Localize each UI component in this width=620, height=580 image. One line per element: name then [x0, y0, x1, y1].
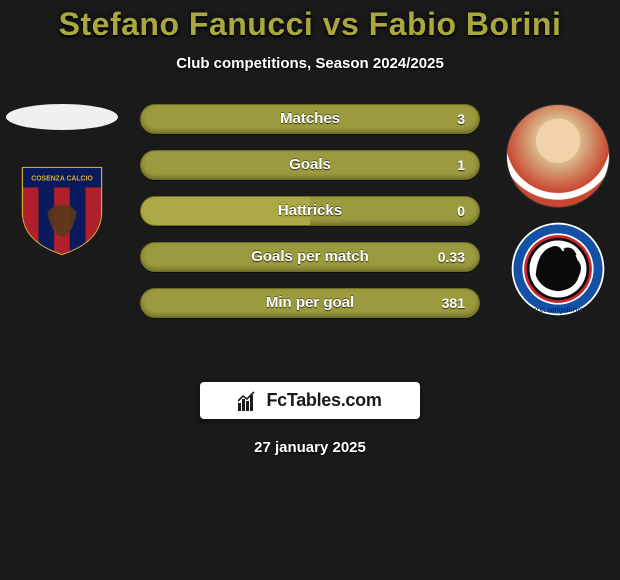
page-title: Stefano Fanucci vs Fabio Borini [0, 6, 620, 43]
stat-value-right: 3 [457, 105, 465, 133]
subtitle: Club competitions, Season 2024/2025 [0, 55, 620, 72]
stat-value-right: 381 [442, 289, 465, 317]
stat-bar: Goals per match0.33 [140, 242, 480, 272]
stat-bar: Goals1 [140, 150, 480, 180]
stat-value-right: 0 [457, 197, 465, 225]
stat-bar: Min per goal381 [140, 288, 480, 318]
stat-label: Goals [141, 151, 479, 179]
svg-text:COSENZA CALCIO: COSENZA CALCIO [31, 176, 93, 183]
player-right-avatar [506, 104, 610, 208]
fctables-logo-icon [238, 391, 260, 411]
stat-label: Goals per match [141, 243, 479, 271]
player-right-column: u.c. sampdoria [498, 104, 618, 318]
sampdoria-crest-icon: u.c. sampdoria [509, 220, 607, 318]
svg-text:u.c. sampdoria: u.c. sampdoria [534, 305, 582, 314]
player-left-column: COSENZA CALCIO [2, 104, 122, 256]
comparison-panel: COSENZA CALCIO u.c. sampdoria Matches3 Go… [0, 104, 620, 364]
stat-value-right: 1 [457, 151, 465, 179]
stat-bar: Matches3 [140, 104, 480, 134]
brand-badge: FcTables.com [200, 382, 420, 419]
cosenza-crest-icon: COSENZA CALCIO [13, 158, 111, 256]
stat-bar: Hattricks0 [140, 196, 480, 226]
brand-text: FcTables.com [266, 390, 381, 411]
stat-label: Hattricks [141, 197, 479, 225]
date-label: 27 january 2025 [0, 439, 620, 456]
stat-label: Matches [141, 105, 479, 133]
stats-bars: Matches3Goals1Hattricks0Goals per match0… [140, 104, 480, 334]
player-left-avatar-placeholder [6, 104, 118, 130]
stat-label: Min per goal [141, 289, 479, 317]
stat-value-right: 0.33 [438, 243, 465, 271]
